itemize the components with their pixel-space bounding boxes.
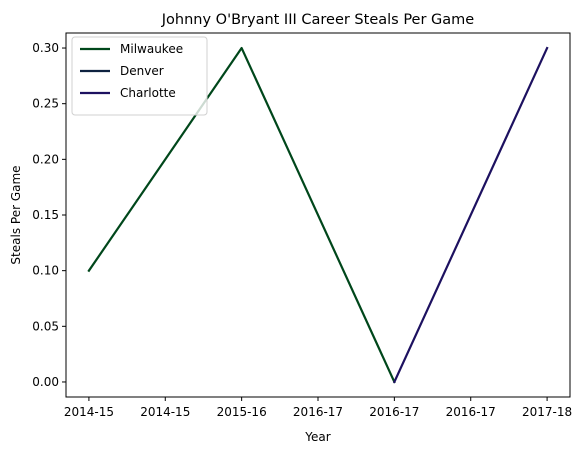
chart-title: Johnny O'Bryant III Career Steals Per Ga… bbox=[161, 12, 475, 28]
y-tick-label-3: 0.15 bbox=[32, 208, 59, 222]
y-tick-label-1: 0.05 bbox=[32, 319, 59, 333]
x-axis-label: Year bbox=[304, 430, 330, 444]
y-tick-label-4: 0.20 bbox=[32, 152, 59, 166]
y-tick-label-6: 0.30 bbox=[32, 41, 59, 55]
y-tick-label-0: 0.00 bbox=[32, 375, 59, 389]
x-tick-label-0: 2014-15 bbox=[64, 405, 114, 419]
y-tick-label-2: 0.10 bbox=[32, 264, 59, 278]
x-tick-label-4: 2016-17 bbox=[369, 405, 419, 419]
y-tick-label-5: 0.25 bbox=[32, 97, 59, 111]
x-axis: 2014-15 2014-15 2015-16 2016-17 2016-17 2016-… bbox=[64, 397, 572, 419]
series-line-charlotte bbox=[392, 46, 549, 384]
x-tick-label-1: 2014-15 bbox=[140, 405, 190, 419]
x-tick-label-2: 2015-16 bbox=[217, 405, 267, 419]
y-axis: 0.00 0.05 0.10 0.15 0.20 0.25 0.30 bbox=[32, 41, 66, 389]
legend-box bbox=[71, 36, 208, 116]
legend-label-denver: Denver bbox=[120, 64, 164, 78]
x-tick-label-3: 2016-17 bbox=[293, 405, 343, 419]
y-axis-label: Steals Per Game bbox=[9, 165, 23, 264]
legend-label-milwaukee: Milwaukee bbox=[120, 42, 183, 56]
legend-label-charlotte: Charlotte bbox=[120, 86, 176, 100]
x-tick-label-5: 2016-17 bbox=[446, 405, 496, 419]
series-layer bbox=[87, 46, 549, 384]
x-tick-label-6: 2017-18 bbox=[522, 405, 572, 419]
legend: Milwaukee Denver Charlotte bbox=[71, 36, 208, 116]
